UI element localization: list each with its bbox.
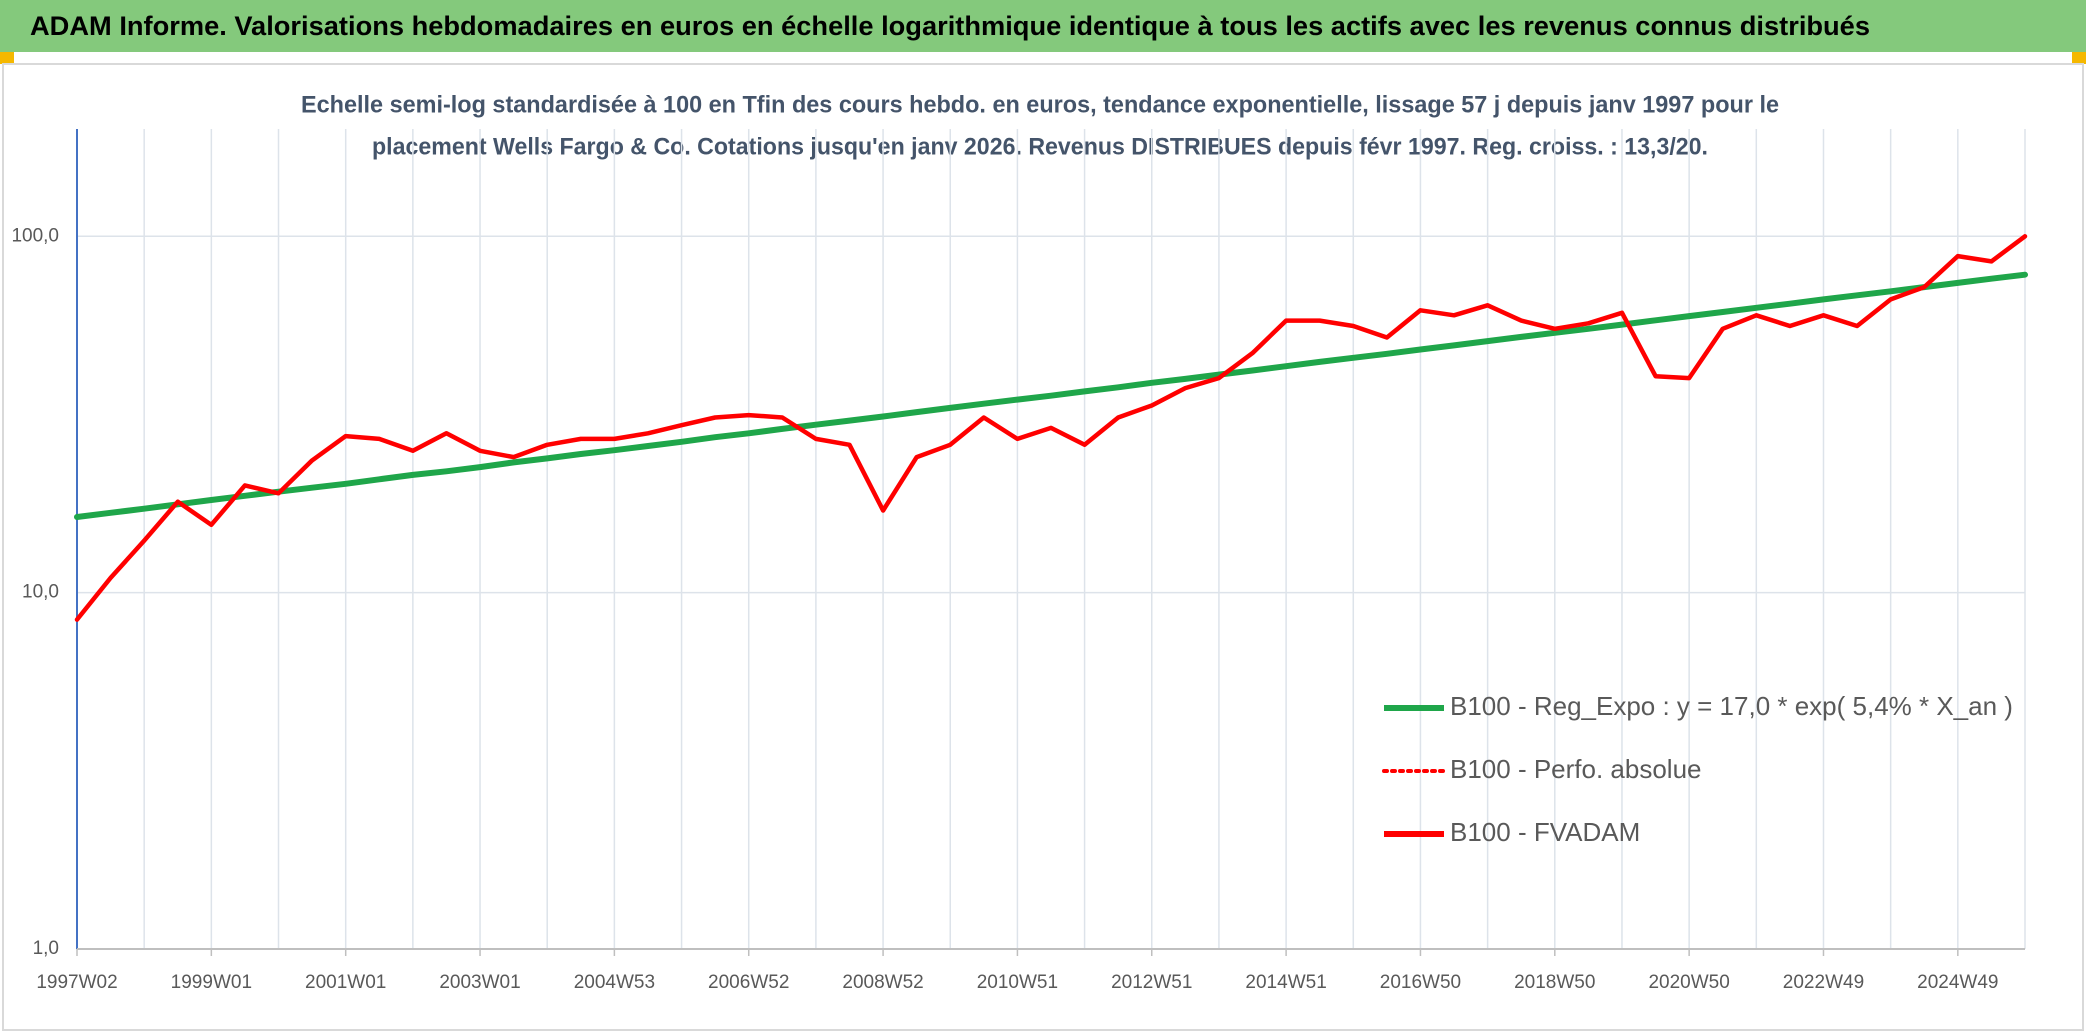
x-tick-label: 2006W52 [708, 972, 789, 993]
x-tick-label: 1999W01 [171, 972, 252, 993]
corner [0, 52, 14, 64]
legend-label: B100 - Reg_Expo : y = 17,0 * exp( 5,4% *… [1450, 691, 2013, 721]
title-banner [0, 0, 2086, 52]
x-tick-label: 2016W50 [1380, 972, 1461, 993]
chart-title: ADAM Informe. Valorisations hebdomadaire… [30, 11, 1870, 41]
x-tick-label: 2001W01 [305, 972, 386, 993]
x-tick-label: 2010W51 [977, 972, 1058, 993]
x-tick-label: 2022W49 [1783, 972, 1864, 993]
legend-label: B100 - FVADAM [1450, 817, 1640, 847]
x-tick-label: 2012W51 [1111, 972, 1192, 993]
x-tick-label: 2003W01 [439, 972, 520, 993]
chart-subtitle: placement Wells Fargo & Co. Cotations ju… [372, 133, 1708, 160]
x-tick-label: 2008W52 [842, 972, 923, 993]
y-tick-label: 1,0 [33, 938, 59, 959]
series-line [74, 234, 2028, 622]
x-tick-label: 2014W51 [1245, 972, 1326, 993]
y-tick-label: 100,0 [11, 225, 59, 246]
x-tick-label: 2024W49 [1917, 972, 1998, 993]
legend-label: B100 - Perfo. absolue [1450, 754, 1702, 784]
x-tick-label: 1997W02 [36, 972, 117, 993]
x-tick-label: 2018W50 [1514, 972, 1595, 993]
x-tick-label: 2020W50 [1648, 972, 1729, 993]
chart-subtitle: Echelle semi-log standardisée à 100 en T… [301, 91, 1779, 118]
y-tick-label: 10,0 [22, 582, 59, 603]
series-line [74, 271, 2028, 520]
x-tick-label: 2004W53 [574, 972, 655, 993]
chart-frame [2, 63, 2084, 1031]
corner [2072, 52, 2086, 64]
